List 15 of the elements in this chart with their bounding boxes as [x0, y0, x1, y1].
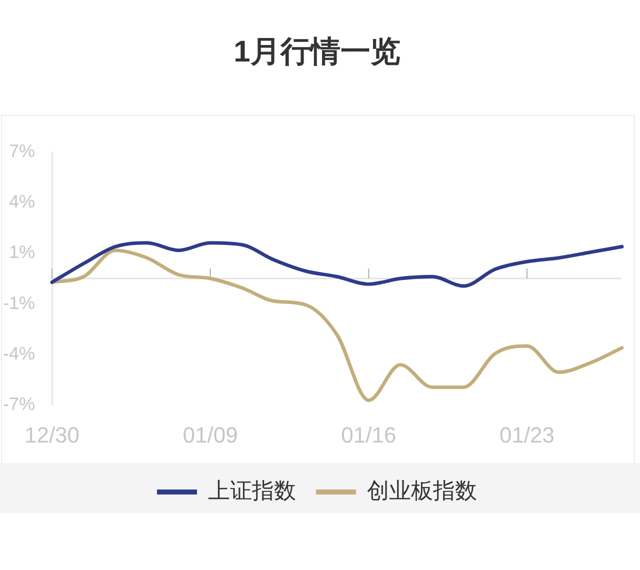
y-tick-label: 4%: [8, 192, 35, 212]
legend-label: 上证指数: [208, 478, 296, 504]
line-series: [50, 248, 624, 402]
y-tick-label: -7%: [2, 394, 35, 414]
x-tick-label: 01/16: [341, 422, 396, 448]
chart-title: 1月行情一览: [234, 35, 400, 68]
x-tick-label: 12/30: [24, 422, 80, 448]
line-series: [50, 241, 624, 288]
y-tick-label: 7%: [8, 140, 35, 161]
y-tick-label: 1%: [8, 242, 35, 262]
legend-label: 创业板指数: [367, 478, 477, 504]
x-tick-label: 01/09: [182, 422, 238, 448]
x-tick-label: 01/23: [499, 422, 555, 448]
y-tick-label: -4%: [2, 343, 35, 364]
y-tick-label: -1%: [2, 292, 35, 313]
